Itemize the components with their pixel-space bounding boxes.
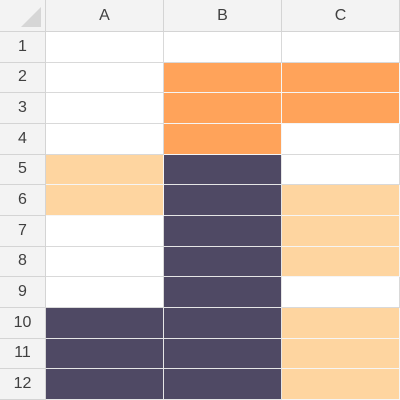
cell-b7[interactable] <box>164 215 282 247</box>
column-header-a[interactable]: A <box>46 0 164 32</box>
cell-b1[interactable] <box>164 32 282 63</box>
row-header-1[interactable]: 1 <box>0 32 46 63</box>
row-header-6[interactable]: 6 <box>0 185 46 216</box>
cell-a6[interactable] <box>46 185 164 216</box>
row-header-12[interactable]: 12 <box>0 369 46 400</box>
cell-a8[interactable] <box>46 246 164 278</box>
row-header-7[interactable]: 7 <box>0 215 46 247</box>
cell-c6[interactable] <box>282 185 400 216</box>
cell-a12[interactable] <box>46 369 164 400</box>
row-header-11[interactable]: 11 <box>0 338 46 370</box>
cell-c5[interactable] <box>282 154 400 186</box>
cell-c1[interactable] <box>282 32 400 63</box>
cell-c2[interactable] <box>282 62 400 94</box>
select-all-triangle-icon <box>21 7 41 27</box>
cell-a1[interactable] <box>46 32 164 63</box>
cell-a4[interactable] <box>46 123 164 155</box>
cell-a7[interactable] <box>46 215 164 247</box>
cell-c4[interactable] <box>282 123 400 155</box>
cell-c12[interactable] <box>282 369 400 400</box>
cell-b3[interactable] <box>164 93 282 124</box>
row-header-4[interactable]: 4 <box>0 123 46 155</box>
row-header-8[interactable]: 8 <box>0 246 46 278</box>
column-header-c[interactable]: C <box>282 0 400 32</box>
row-header-10[interactable]: 10 <box>0 307 46 339</box>
cell-b9[interactable] <box>164 277 282 308</box>
row-header-2[interactable]: 2 <box>0 62 46 94</box>
cell-b6[interactable] <box>164 185 282 216</box>
cell-a10[interactable] <box>46 307 164 339</box>
cell-b12[interactable] <box>164 369 282 400</box>
cell-c3[interactable] <box>282 93 400 124</box>
column-header-b[interactable]: B <box>164 0 282 32</box>
cell-c11[interactable] <box>282 338 400 370</box>
cell-a2[interactable] <box>46 62 164 94</box>
cell-c8[interactable] <box>282 246 400 278</box>
cell-b10[interactable] <box>164 307 282 339</box>
cell-a9[interactable] <box>46 277 164 308</box>
cell-a5[interactable] <box>46 154 164 186</box>
cell-b5[interactable] <box>164 154 282 186</box>
cell-a3[interactable] <box>46 93 164 124</box>
cell-b11[interactable] <box>164 338 282 370</box>
cell-c9[interactable] <box>282 277 400 308</box>
select-all-corner[interactable] <box>0 0 46 32</box>
cell-b4[interactable] <box>164 123 282 155</box>
cell-c7[interactable] <box>282 215 400 247</box>
row-header-3[interactable]: 3 <box>0 93 46 124</box>
cell-a11[interactable] <box>46 338 164 370</box>
cell-b8[interactable] <box>164 246 282 278</box>
row-header-5[interactable]: 5 <box>0 154 46 186</box>
row-header-9[interactable]: 9 <box>0 277 46 308</box>
cell-c10[interactable] <box>282 307 400 339</box>
cell-b2[interactable] <box>164 62 282 94</box>
